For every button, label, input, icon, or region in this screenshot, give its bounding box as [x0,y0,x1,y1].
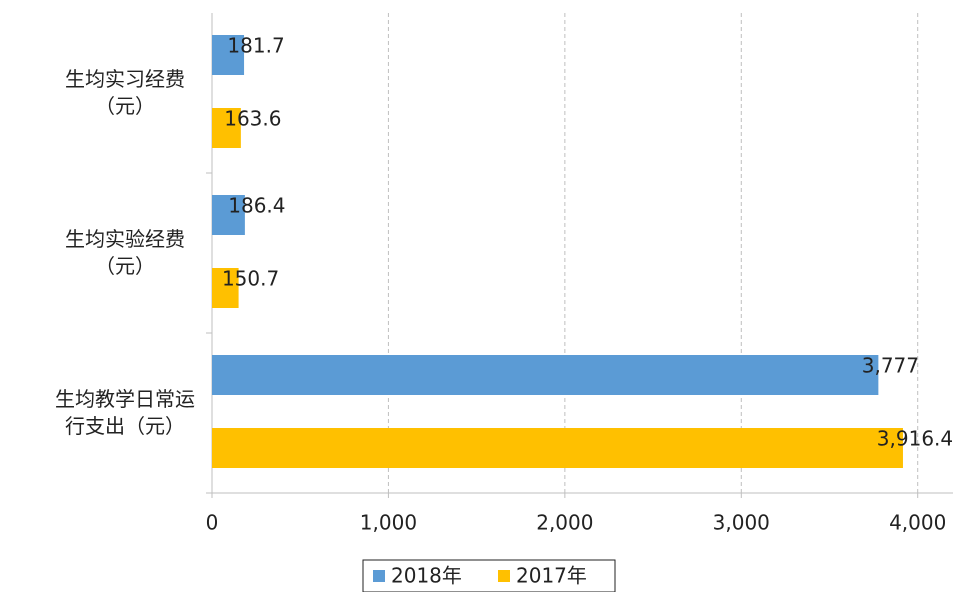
x-tick-label: 4,000 [889,511,946,535]
x-tick-label: 2,000 [536,511,593,535]
legend-box [362,559,616,592]
data-label: 163.6 [224,107,281,131]
x-tick-label: 0 [206,511,219,535]
y-tick-label: 生均实验经费（元） [65,227,185,278]
data-label: 150.7 [222,267,279,291]
data-label: 3,916.4 [877,427,953,451]
data-label: 3,777 [862,354,919,378]
bar [212,268,239,308]
bar [212,108,241,148]
legend-swatch [498,570,510,582]
bar [212,355,879,395]
y-tick-label: 生均实习经费（元） [65,67,185,118]
bar [212,195,245,235]
legend-swatch [373,570,385,582]
x-tick-label: 1,000 [360,511,417,535]
legend-label: 2017年 [516,564,587,588]
data-label: 186.4 [228,194,285,218]
x-tick-label: 3,000 [713,511,770,535]
bar [212,35,245,75]
y-tick-label: 生均教学日常运行支出（元） [55,387,195,438]
bar [212,428,903,468]
legend-label: 2018年 [391,564,462,588]
data-label: 181.7 [227,34,284,58]
